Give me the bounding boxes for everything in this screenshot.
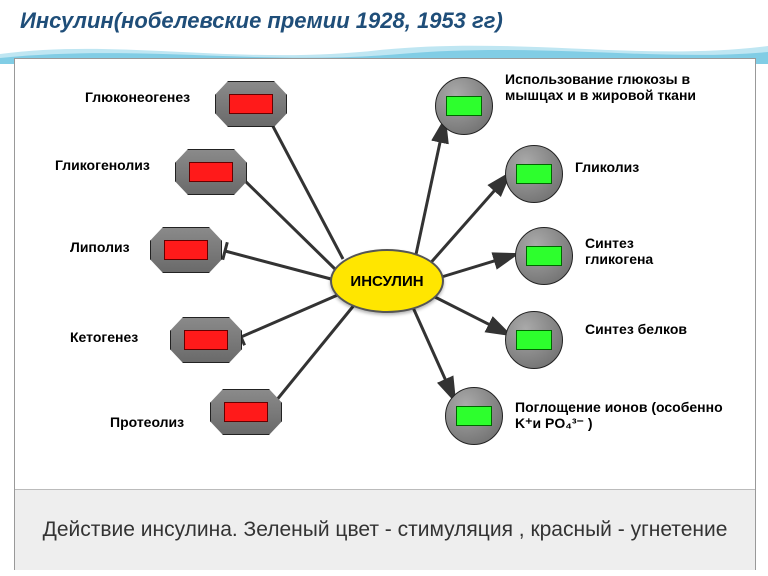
stimulate-node (515, 227, 573, 285)
inhibit-node (170, 317, 242, 363)
red-indicator (189, 162, 233, 182)
page-title: Инсулин(нобелевские премии 1928, 1953 гг… (20, 8, 503, 34)
stimulate-node (435, 77, 493, 135)
diagram-frame: ИНСУЛИН Глюконеогенез Гликогенолиз Липолиз… (14, 58, 756, 570)
stimulate-node (505, 311, 563, 369)
stimulate-label: Синтез гликогена (585, 235, 705, 267)
stimulate-label: Синтез белков (585, 321, 695, 337)
green-indicator (456, 406, 492, 426)
stimulate-label: Гликолиз (575, 159, 639, 175)
caption-text: Действие инсулина. Зеленый цвет - стимул… (43, 518, 728, 542)
inhibit-node (215, 81, 287, 127)
center-label: ИНСУЛИН (350, 273, 423, 290)
inhibit-label: Кетогенез (70, 329, 138, 345)
red-indicator (164, 240, 208, 260)
stimulate-node (505, 145, 563, 203)
stimulate-node (445, 387, 503, 445)
stimulate-label: Использование глюкозы в мышцах и в жиров… (505, 71, 735, 103)
red-indicator (184, 330, 228, 350)
inhibit-label: Протеолиз (110, 414, 184, 430)
caption: Действие инсулина. Зеленый цвет - стимул… (15, 489, 755, 570)
inhibit-node (210, 389, 282, 435)
red-indicator (229, 94, 273, 114)
diagram-canvas: ИНСУЛИН Глюконеогенез Гликогенолиз Липолиз… (15, 59, 755, 489)
green-indicator (446, 96, 482, 116)
red-indicator (224, 402, 268, 422)
center-node-insulin: ИНСУЛИН (330, 249, 444, 313)
inhibit-label: Гликогенолиз (55, 157, 150, 173)
inhibit-label: Глюконеогенез (85, 89, 190, 105)
green-indicator (526, 246, 562, 266)
inhibit-node (150, 227, 222, 273)
stimulate-label: Поглощение ионов (особенно K⁺и PO₄³⁻ ) (515, 399, 745, 431)
green-indicator (516, 164, 552, 184)
green-indicator (516, 330, 552, 350)
inhibit-label: Липолиз (70, 239, 130, 255)
inhibit-node (175, 149, 247, 195)
